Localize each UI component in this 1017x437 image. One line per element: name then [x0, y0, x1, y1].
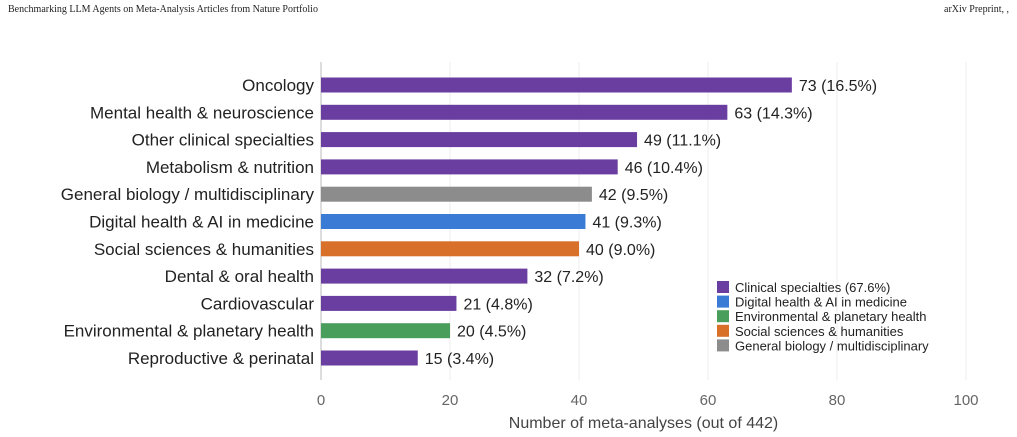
legend-label: Digital health & AI in medicine [735, 295, 907, 310]
value-label: 73 (16.5%) [799, 78, 877, 95]
category-label: Social sciences & humanities [94, 240, 314, 259]
legend-swatch [717, 310, 729, 323]
legend-swatch [717, 281, 729, 293]
bar [321, 350, 418, 366]
value-label: 49 (11.1%) [644, 133, 721, 150]
x-tick-labels: 0 20 40 60 80 100 [317, 392, 979, 409]
bar [321, 104, 728, 120]
category-label: Dental & oral health [165, 267, 314, 286]
bar [321, 159, 618, 175]
value-label: 41 (9.3%) [592, 215, 661, 232]
category-labels: Oncology Mental health & neuroscience Othe… [61, 76, 315, 368]
legend-swatch [717, 339, 729, 352]
x-tick-label: 100 [953, 392, 978, 409]
legend-swatch [717, 324, 729, 337]
x-axis-label: Number of meta-analyses (out of 442) [509, 415, 778, 432]
x-tick-label: 0 [317, 392, 325, 409]
value-label: 46 (10.4%) [625, 160, 703, 177]
category-label: Cardiovascular [201, 294, 315, 313]
x-tick-label: 60 [700, 392, 717, 409]
value-label: 63 (14.3%) [734, 105, 812, 122]
category-label: Metabolism & nutrition [146, 158, 314, 177]
legend-label: General biology / multidisciplinary [735, 338, 929, 353]
bar [321, 132, 638, 148]
category-label: Reproductive & perinatal [128, 349, 314, 368]
x-tick-label: 20 [442, 392, 459, 409]
bar [321, 323, 450, 339]
value-label: 20 (4.5%) [457, 324, 526, 341]
x-tick-label: 80 [829, 392, 846, 409]
legend: Clinical specialties (67.6%)Digital heal… [717, 280, 929, 353]
bar [321, 77, 792, 93]
value-labels: 73 (16.5%) 63 (14.3%) 49 (11.1%) 46 (10.4%)… [425, 78, 877, 368]
running-header-title: Benchmarking LLM Agents on Meta-Analysis… [8, 4, 318, 15]
legend-label: Clinical specialties (67.6%) [735, 280, 890, 295]
category-label: Digital health & AI in medicine [89, 213, 314, 232]
bar [321, 214, 586, 229]
x-tick-label: 40 [571, 392, 588, 409]
value-label: 40 (9.0%) [586, 242, 655, 259]
running-header-venue: arXiv Preprint, , [944, 4, 1009, 15]
category-label: Environmental & planetary health [64, 322, 314, 341]
bar [321, 186, 592, 202]
value-label: 15 (3.4%) [425, 351, 494, 368]
bar [321, 268, 528, 284]
category-label: Mental health & neuroscience [90, 103, 314, 122]
legend-label: Social sciences & humanities [735, 324, 904, 339]
bar [321, 295, 457, 311]
legend-swatch [717, 295, 729, 308]
value-label: 42 (9.5%) [599, 187, 668, 204]
bar [321, 241, 579, 257]
value-label: 32 (7.2%) [534, 269, 603, 286]
category-label: Other clinical specialties [132, 131, 314, 150]
legend-label: Environmental & planetary health [735, 309, 927, 324]
bars [321, 77, 792, 366]
category-label: General biology / multidisciplinary [61, 185, 315, 204]
category-label: Oncology [242, 76, 314, 95]
value-label: 21 (4.8%) [463, 296, 532, 313]
